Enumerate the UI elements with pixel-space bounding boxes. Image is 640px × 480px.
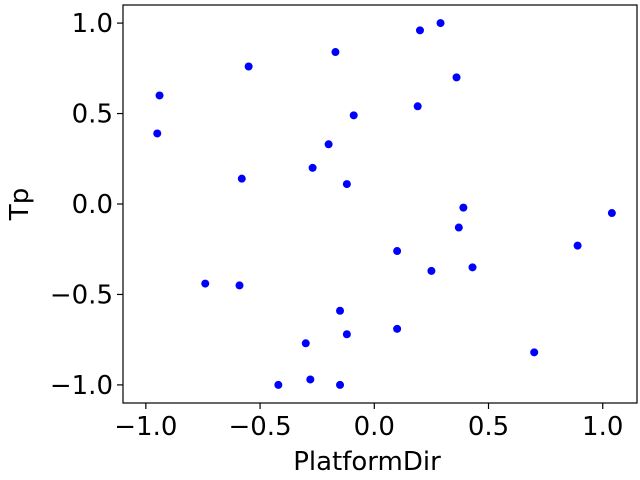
data-point — [237, 174, 246, 183]
data-point — [607, 209, 616, 218]
data-point — [336, 380, 345, 389]
x-tick-label: −1.0 — [114, 412, 177, 442]
data-point — [306, 375, 315, 384]
x-tick-label: −0.5 — [228, 412, 291, 442]
data-point — [452, 73, 461, 82]
data-point — [427, 266, 436, 275]
data-point — [454, 223, 463, 232]
data-point — [301, 339, 310, 348]
data-point — [155, 91, 164, 100]
data-point — [244, 62, 253, 71]
data-point — [349, 111, 358, 120]
data-point — [573, 241, 582, 250]
y-tick-label: −0.5 — [50, 280, 113, 310]
data-point — [331, 48, 340, 57]
x-tick-label: 1.0 — [582, 412, 623, 442]
x-axis-ticks: −1.0 −0.5 0.0 0.5 1.0 — [114, 403, 623, 442]
data-point — [342, 180, 351, 189]
data-point — [459, 203, 468, 212]
data-point — [308, 163, 317, 172]
data-point — [415, 26, 424, 35]
y-axis-label: Tp — [5, 188, 35, 221]
data-point — [342, 330, 351, 339]
data-point — [201, 279, 210, 288]
data-point — [235, 281, 244, 290]
data-point — [468, 263, 477, 272]
y-tick-label: 1.0 — [72, 9, 113, 39]
data-point — [393, 324, 402, 333]
data-point — [153, 129, 162, 138]
data-point — [413, 102, 422, 111]
x-tick-label: 0.5 — [468, 412, 509, 442]
y-tick-label: −1.0 — [50, 371, 113, 401]
data-point — [530, 348, 539, 357]
y-tick-label: 0.5 — [72, 100, 113, 130]
data-point — [324, 140, 333, 149]
data-point — [436, 19, 445, 28]
data-point — [393, 247, 402, 256]
data-point — [274, 380, 283, 389]
x-axis-label: PlatformDir — [293, 447, 441, 477]
data-point — [336, 306, 345, 315]
points-layer — [153, 19, 616, 389]
x-tick-label: 0.0 — [354, 412, 395, 442]
y-axis-ticks: −1.0 −0.5 0.0 0.5 1.0 — [50, 9, 123, 401]
y-tick-label: 0.0 — [72, 190, 113, 220]
